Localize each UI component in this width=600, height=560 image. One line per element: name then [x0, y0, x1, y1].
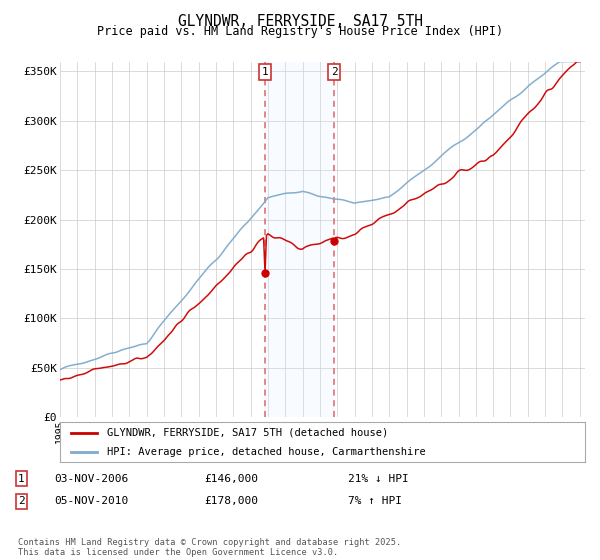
- Text: 2: 2: [18, 496, 25, 506]
- Text: Price paid vs. HM Land Registry's House Price Index (HPI): Price paid vs. HM Land Registry's House …: [97, 25, 503, 38]
- Text: 7% ↑ HPI: 7% ↑ HPI: [348, 496, 402, 506]
- Text: £178,000: £178,000: [204, 496, 258, 506]
- Text: GLYNDWR, FERRYSIDE, SA17 5TH: GLYNDWR, FERRYSIDE, SA17 5TH: [178, 14, 422, 29]
- Bar: [265, 62, 334, 417]
- Text: 1: 1: [262, 67, 268, 77]
- Text: 2: 2: [331, 67, 338, 77]
- Text: 03-NOV-2006: 03-NOV-2006: [54, 474, 128, 484]
- Text: Contains HM Land Registry data © Crown copyright and database right 2025.
This d: Contains HM Land Registry data © Crown c…: [18, 538, 401, 557]
- Text: HPI: Average price, detached house, Carmarthenshire: HPI: Average price, detached house, Carm…: [107, 447, 426, 457]
- Text: GLYNDWR, FERRYSIDE, SA17 5TH (detached house): GLYNDWR, FERRYSIDE, SA17 5TH (detached h…: [107, 428, 389, 438]
- Text: 21% ↓ HPI: 21% ↓ HPI: [348, 474, 409, 484]
- Text: 1: 1: [18, 474, 25, 484]
- Text: 05-NOV-2010: 05-NOV-2010: [54, 496, 128, 506]
- Text: £146,000: £146,000: [204, 474, 258, 484]
